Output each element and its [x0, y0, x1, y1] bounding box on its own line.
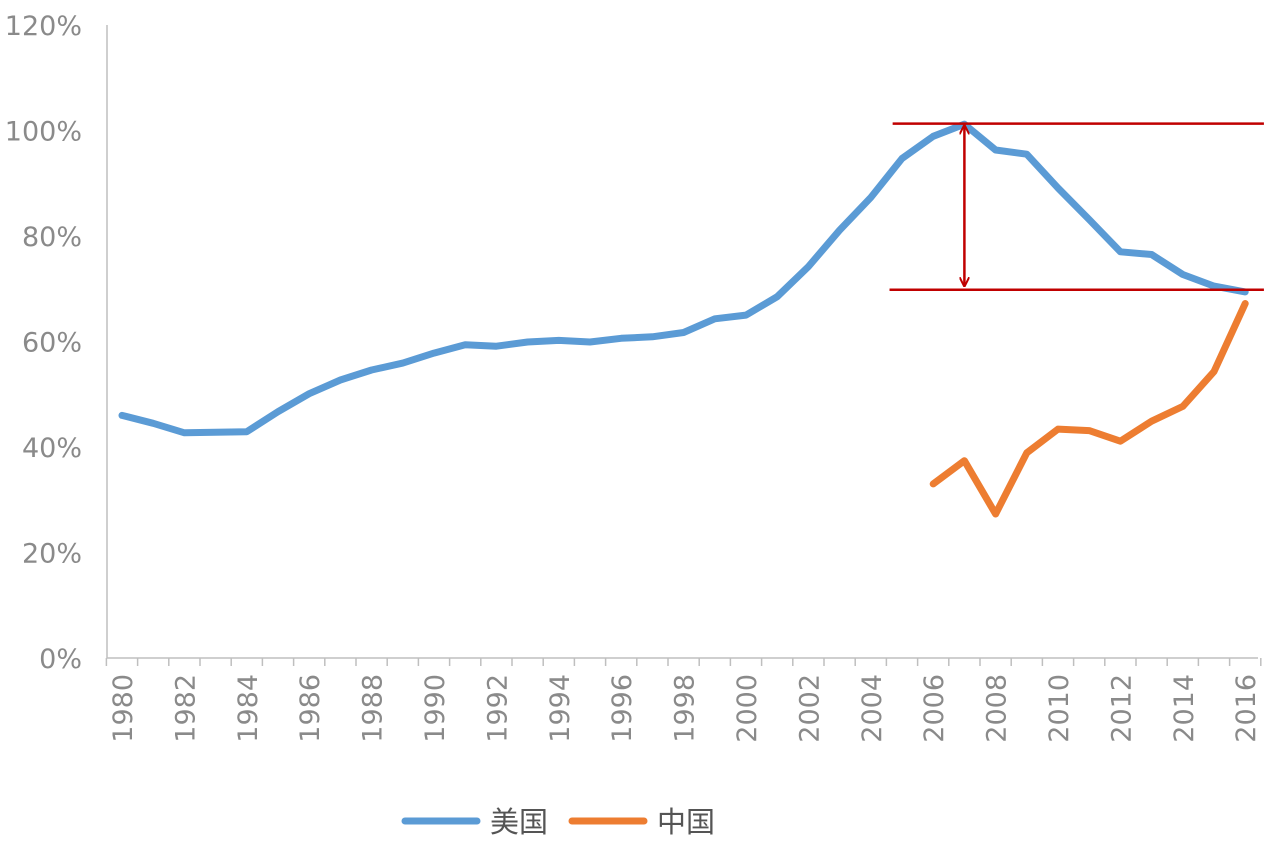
x-axis-tick-labels: 1980 1982 1984 1986 1988 1990 1992 1994 1996 1998…	[105, 658, 1262, 743]
x-tick-label: 2016	[1231, 674, 1262, 743]
legend-label: 中国	[657, 805, 715, 839]
annotation-layer	[889, 122, 1264, 292]
y-tick-label: 0%	[39, 644, 82, 675]
y-tick-label: 40%	[22, 433, 82, 464]
x-tick-label: 1984	[233, 674, 264, 743]
x-tick-label: 1982	[170, 674, 201, 743]
x-tick-label: 2004	[857, 674, 888, 743]
series-line-china	[929, 300, 1249, 518]
x-tick-label: 2010	[1044, 674, 1075, 743]
x-tick-label: 2006	[919, 674, 950, 743]
x-tick-label: 1994	[545, 674, 576, 743]
x-tick-label: 2014	[1169, 674, 1200, 743]
y-tick-label: 20%	[22, 539, 82, 570]
y-tick-label: 100%	[5, 117, 82, 148]
x-tick-label: 1988	[358, 674, 389, 743]
axes	[106, 25, 1258, 659]
x-tick-label: 1986	[295, 674, 326, 743]
x-tick-label: 1996	[607, 674, 638, 743]
legend-label: 美国	[490, 805, 548, 839]
x-tick-label: 2000	[732, 674, 763, 743]
x-tick-label: 1992	[482, 674, 513, 743]
legend: 美国 中国	[401, 805, 715, 839]
x-tick-label: 2012	[1106, 674, 1137, 743]
y-axis-tick-labels: 0% 20% 40% 60% 80% 100% 120%	[5, 11, 82, 675]
x-tick-label: 1990	[420, 674, 451, 743]
x-tick-label: 1998	[670, 674, 701, 743]
y-tick-label: 120%	[5, 11, 82, 42]
x-tick-label: 2008	[982, 674, 1013, 743]
x-tick-label: 1980	[108, 674, 139, 743]
y-tick-label: 80%	[22, 222, 82, 253]
series-line-usa	[118, 120, 1249, 437]
y-tick-label: 60%	[22, 328, 82, 359]
series-layer	[118, 120, 1249, 518]
x-tick-label: 2002	[794, 674, 825, 743]
